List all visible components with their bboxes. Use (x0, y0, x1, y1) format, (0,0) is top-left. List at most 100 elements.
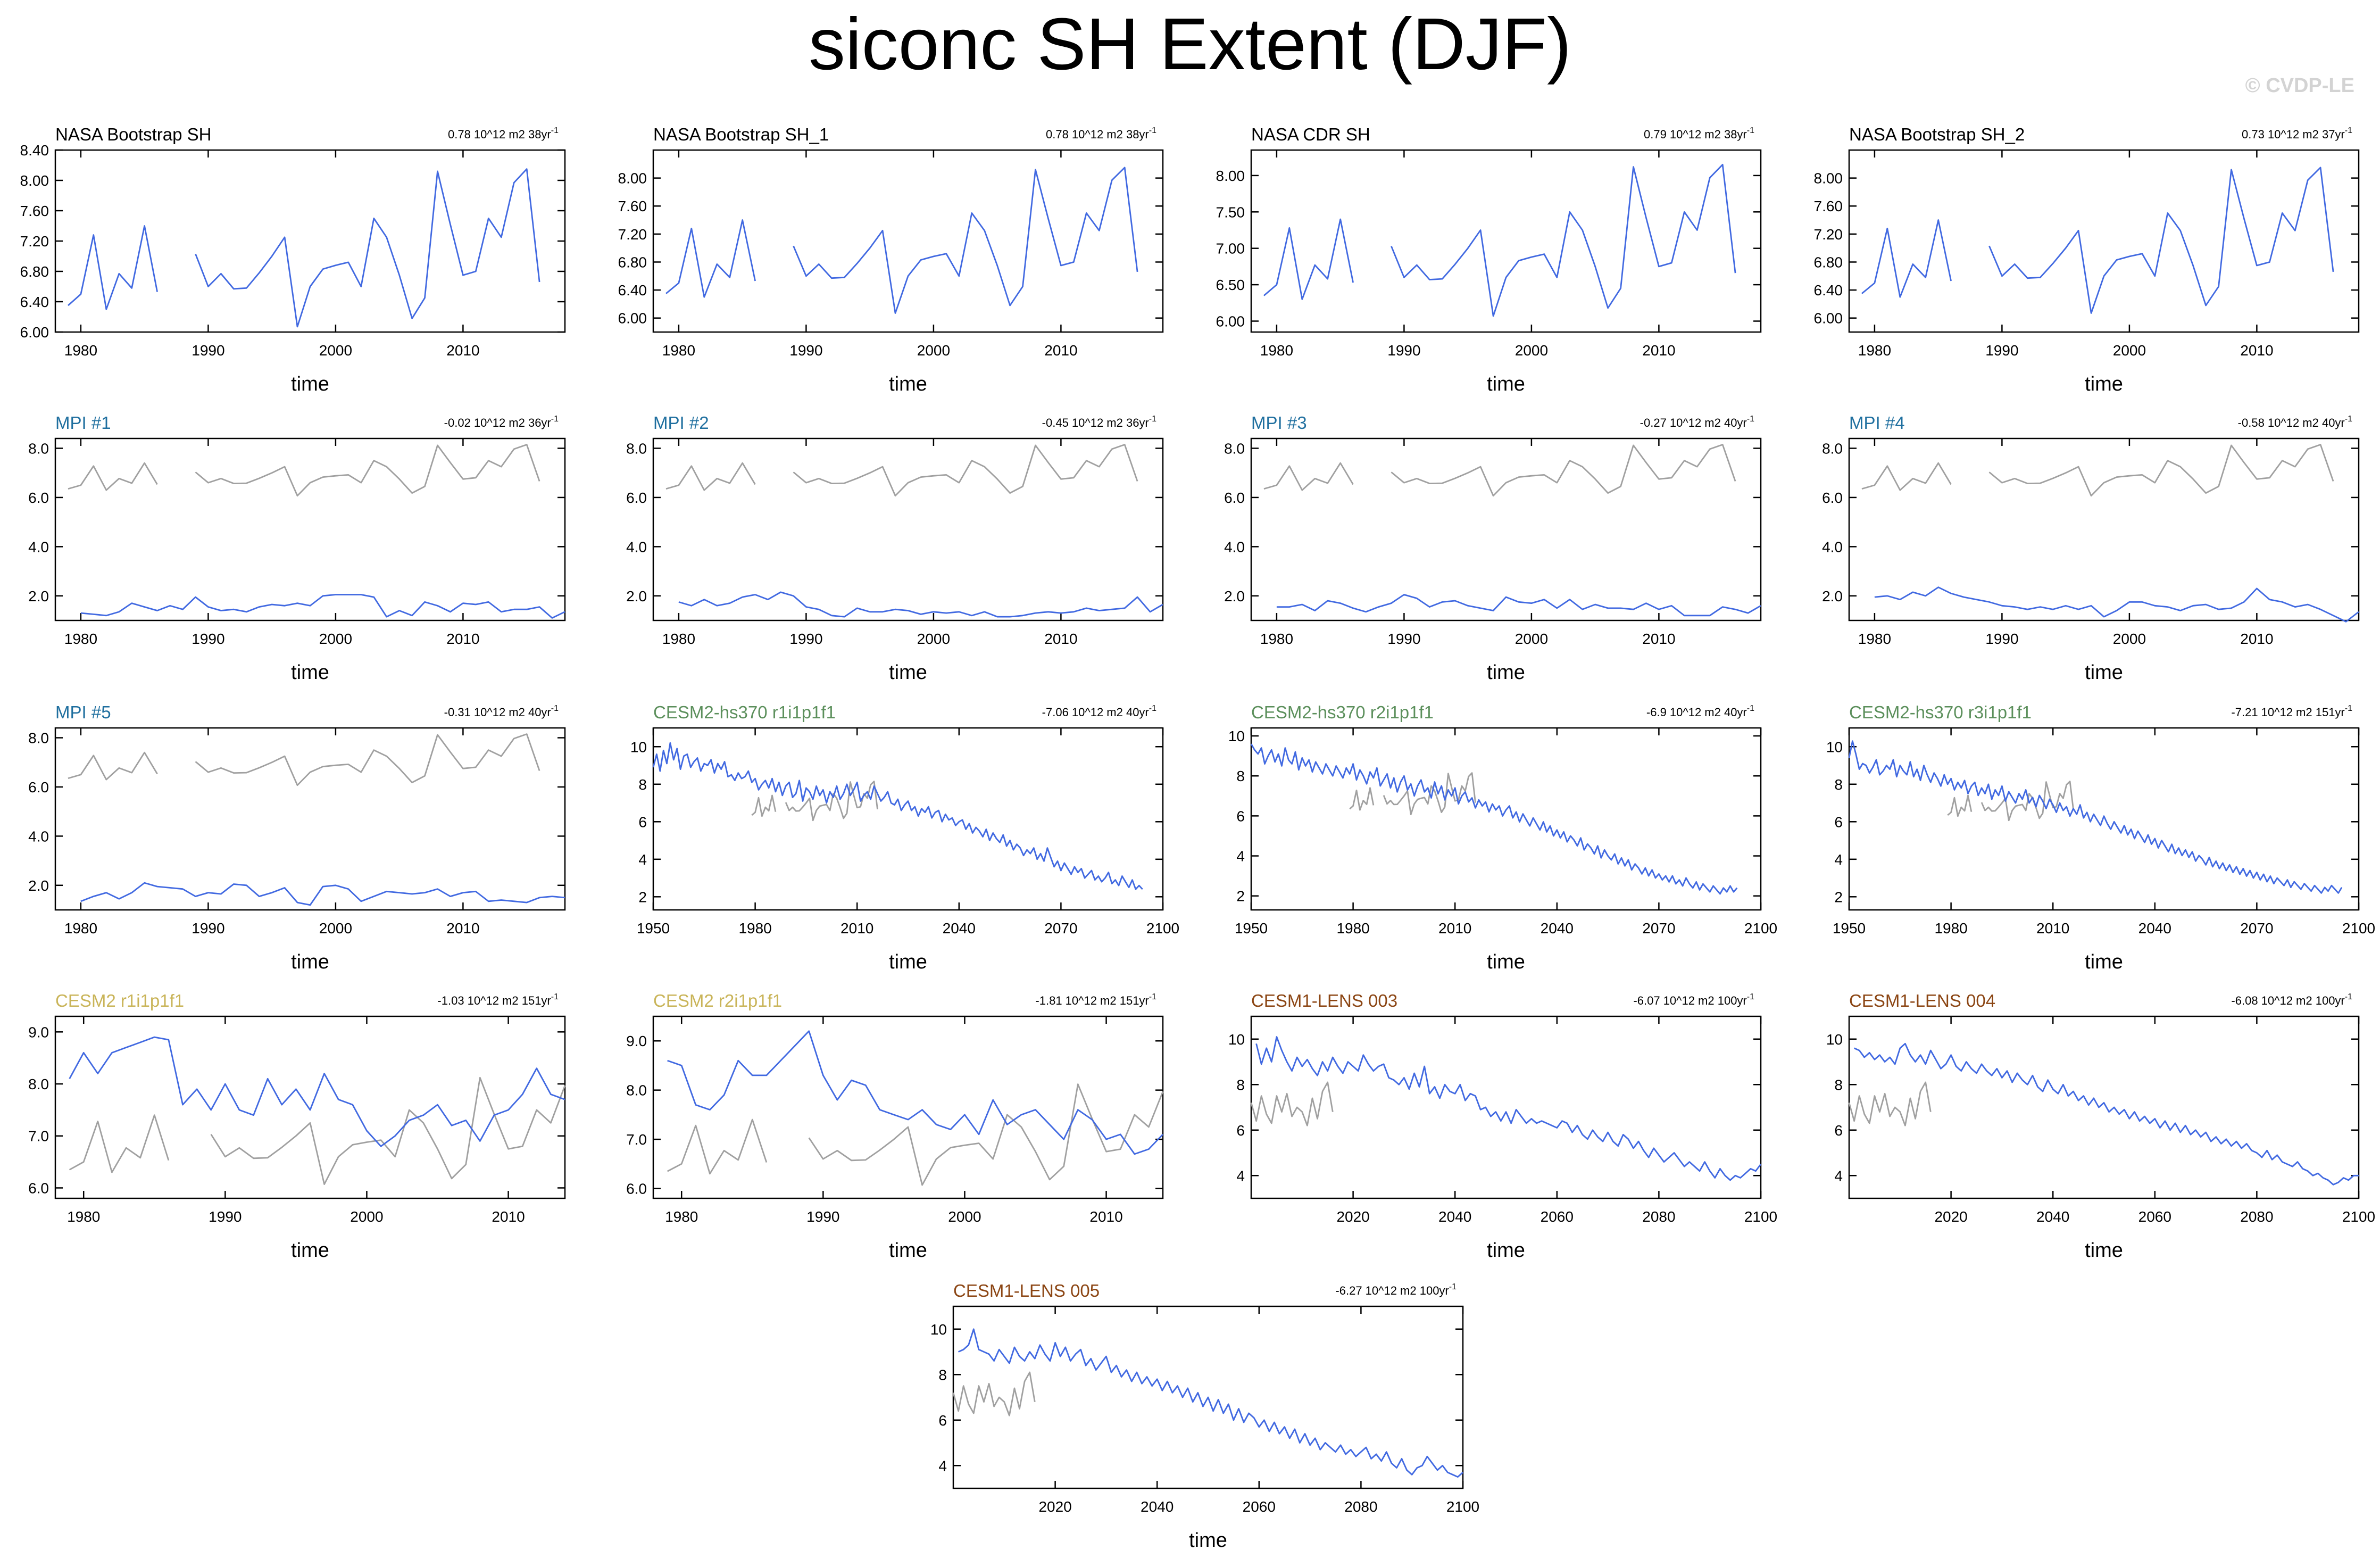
x-tick-label: 2010 (2240, 631, 2273, 647)
x-tick-label: 2010 (841, 920, 873, 937)
panel-title: MPI #2 (653, 413, 709, 433)
trend-label: -7.06 10^12 m2 40yr-1 (1042, 704, 1156, 719)
y-tick-label: 10 (630, 739, 647, 755)
y-tick-label: 4 (1236, 848, 1245, 865)
x-tick-label: 2000 (948, 1208, 981, 1225)
y-tick-label: 6 (938, 1412, 947, 1429)
trend-label: -0.27 10^12 m2 40yr-1 (1640, 415, 1754, 429)
y-tick-label: 6.0 (28, 779, 49, 796)
chart-panel: 2.0 4.0 6.0 8.0 1980 1990 2000 2010 time MPI #4 -0… (1822, 413, 2360, 684)
plot-frame (1250, 437, 1762, 622)
x-axis-label: time (889, 661, 927, 684)
x-tick-label: 2000 (1515, 342, 1548, 359)
x-tick-label: 1980 (64, 342, 97, 359)
y-tick-label: 8 (938, 1366, 947, 1383)
model-series-line (1874, 586, 2359, 623)
plot-frame (54, 437, 566, 622)
x-tick-label: 2100 (1446, 1498, 1479, 1515)
y-tick-label: 7.60 (20, 203, 49, 219)
y-tick-label: 4 (1236, 1167, 1245, 1184)
x-tick-label: 1990 (1985, 631, 2018, 647)
model-series-line (80, 882, 565, 906)
y-tick-label: 6.0 (1822, 490, 1843, 506)
y-tick-label: 4 (1834, 851, 1843, 868)
x-tick-label: 2060 (2138, 1208, 2171, 1225)
y-tick-label: 8.40 (20, 142, 49, 159)
y-tick-label: 8.00 (1814, 170, 1843, 187)
model-series-line (1276, 594, 1761, 617)
y-tick-label: 8 (638, 776, 647, 793)
x-tick-label: 1980 (665, 1208, 698, 1225)
x-tick-label: 1980 (1934, 920, 1967, 937)
panel-title: CESM1-LENS 003 (1251, 991, 1397, 1010)
x-tick-label: 1980 (64, 920, 97, 937)
plot-frame (54, 149, 566, 333)
x-tick-label: 1980 (1858, 631, 1891, 647)
panel-title: MPI #1 (55, 413, 111, 433)
x-axis-label: time (889, 1239, 927, 1262)
y-tick-label: 7.50 (1216, 204, 1245, 220)
chart-panel: 6.0 7.0 8.0 9.0 1980 1990 2000 2010 time CESM2 r1… (28, 991, 566, 1262)
trend-label: -6.08 10^12 m2 100yr-1 (2231, 992, 2352, 1007)
x-tick-label: 2010 (1438, 920, 1471, 937)
y-tick-label: 2.0 (626, 588, 647, 604)
obs-series-line (68, 733, 540, 786)
trend-label: -1.81 10^12 m2 151yr-1 (1035, 992, 1156, 1007)
y-tick-label: 6.00 (1216, 313, 1245, 329)
x-tick-label: 2040 (2036, 1208, 2069, 1225)
y-tick-label: 6.0 (1224, 490, 1245, 506)
y-tick-label: 8.0 (626, 440, 647, 457)
y-tick-label: 8.0 (626, 1082, 647, 1099)
y-tick-label: 6.40 (1814, 282, 1843, 299)
x-tick-label: 2070 (1044, 920, 1077, 937)
obs-series-line (1250, 1081, 1334, 1126)
model-series-line (665, 167, 1138, 314)
y-tick-label: 2.0 (28, 588, 49, 604)
x-tick-label: 2010 (2036, 920, 2069, 937)
y-tick-label: 7.20 (1814, 226, 1843, 243)
y-tick-label: 7.0 (28, 1128, 49, 1145)
x-tick-label: 2000 (2113, 342, 2146, 359)
chart-panel: 2.0 4.0 6.0 8.0 1980 1990 2000 2010 time MPI #1 -0… (28, 413, 566, 684)
x-tick-label: 2010 (1642, 631, 1675, 647)
x-tick-label: 2040 (943, 920, 976, 937)
x-axis-label: time (889, 951, 927, 973)
y-tick-label: 6.80 (1814, 254, 1843, 270)
x-tick-label: 1980 (64, 631, 97, 647)
x-tick-label: 2010 (1089, 1208, 1122, 1225)
x-tick-label: 2010 (446, 920, 479, 937)
obs-series-line (1848, 1081, 1932, 1126)
y-tick-label: 6.0 (626, 490, 647, 506)
y-tick-label: 7.0 (626, 1131, 647, 1148)
y-tick-label: 2 (1834, 889, 1843, 905)
panel-title: CESM2-hs370 r3i1p1f1 (1849, 702, 2032, 722)
y-tick-label: 7.60 (1814, 198, 1843, 214)
figure-title: siconc SH Extent (DJF) (809, 3, 1571, 85)
chart-panel: 4 6 8 10 2020 2040 2060 2080 2100 time CESM1-LENS … (1228, 991, 1777, 1262)
plot-frame (1848, 437, 2360, 622)
y-tick-label: 4.0 (1822, 538, 1843, 555)
x-tick-label: 2010 (2240, 342, 2273, 359)
y-tick-label: 6 (1236, 1122, 1245, 1139)
y-tick-label: 7.20 (618, 226, 647, 243)
panel-title: MPI #5 (55, 702, 111, 722)
x-tick-label: 2040 (1438, 1208, 1471, 1225)
plot-frame (652, 727, 1164, 911)
panel-title: CESM2 r2i1p1f1 (653, 991, 782, 1010)
y-tick-label: 6 (1834, 1122, 1843, 1139)
chart-panel: 6.00 6.40 6.80 7.20 7.60 8.00 8.40 1980 1990 2000… (20, 125, 566, 395)
x-tick-label: 2010 (492, 1208, 525, 1225)
y-tick-label: 9.0 (626, 1033, 647, 1049)
x-tick-label: 1980 (1858, 342, 1891, 359)
x-tick-label: 1980 (662, 342, 695, 359)
chart-panel: 6.0 7.0 8.0 9.0 1980 1990 2000 2010 time CESM2 r2… (626, 991, 1164, 1262)
model-series-line (667, 1030, 1164, 1155)
x-tick-label: 2100 (1744, 1208, 1777, 1225)
x-tick-label: 1990 (1387, 631, 1420, 647)
y-tick-label: 4 (638, 851, 647, 868)
model-series-line (1255, 1036, 1762, 1181)
x-tick-label: 2100 (1146, 920, 1179, 937)
model-series-line (68, 168, 540, 328)
panel-title: MPI #4 (1849, 413, 1905, 433)
model-series-line (1861, 167, 2334, 314)
